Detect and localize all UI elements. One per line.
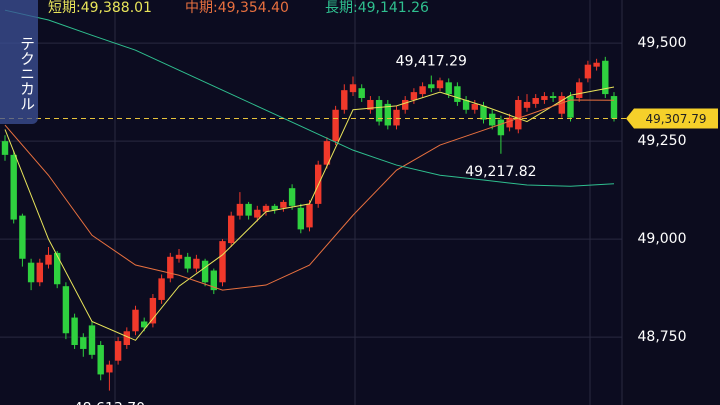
last-price-box xyxy=(626,108,718,129)
candle-body xyxy=(602,60,609,95)
candle-body xyxy=(71,317,78,346)
candle-body xyxy=(80,337,87,349)
y-tick-label: 49,000 xyxy=(638,231,687,247)
candle-body xyxy=(480,105,487,120)
candle-body xyxy=(506,117,513,128)
candle-body xyxy=(402,99,409,110)
candle-body xyxy=(106,364,113,373)
candle-body xyxy=(541,96,548,100)
candle-body xyxy=(306,203,313,228)
candle-body xyxy=(489,113,496,126)
candle-body xyxy=(358,88,365,99)
annotation: 49,417.29 xyxy=(396,54,467,70)
candle-body xyxy=(271,205,278,210)
candle-body xyxy=(384,103,391,126)
legend-entry: 短期:49,388.01 xyxy=(48,0,152,16)
candle-body xyxy=(149,297,157,324)
candle-body xyxy=(593,62,600,67)
candle-body xyxy=(141,321,148,328)
candle-body xyxy=(323,141,331,165)
candle-body xyxy=(410,92,418,100)
candle-body xyxy=(27,262,35,283)
candle-body xyxy=(97,345,104,375)
candle-body xyxy=(193,258,200,269)
candle-body xyxy=(497,119,505,136)
ma-line xyxy=(4,99,615,291)
candle-body xyxy=(19,215,26,259)
candle-body xyxy=(349,84,357,93)
candle-body xyxy=(523,101,531,108)
candle-body xyxy=(45,254,52,265)
candle-body xyxy=(280,201,287,208)
candle-body xyxy=(436,80,444,89)
candle-body xyxy=(228,215,235,244)
candle-body xyxy=(367,99,374,110)
candle-body xyxy=(584,64,592,79)
y-tick-label: 48,750 xyxy=(638,329,687,345)
candle-body xyxy=(245,203,252,216)
candle-body xyxy=(462,99,470,110)
candle-body xyxy=(288,188,296,206)
legend-entry: 中期:49,354.40 xyxy=(185,0,289,16)
candle-body xyxy=(262,205,270,212)
candle-body xyxy=(341,90,348,110)
candle-body xyxy=(558,96,565,114)
candle-body xyxy=(567,96,574,118)
candle-body xyxy=(36,262,43,283)
ma-line xyxy=(4,86,615,341)
candle-body xyxy=(610,96,618,119)
annotation: 48,613.70 xyxy=(74,401,145,405)
candle-body xyxy=(576,82,583,99)
candle-body xyxy=(201,260,209,283)
candle-body xyxy=(445,82,452,95)
candle-body xyxy=(549,96,557,99)
candle-body xyxy=(132,309,139,332)
candle-body xyxy=(219,241,226,283)
candle-body xyxy=(175,254,183,259)
annotation: 49,217.82 xyxy=(465,164,536,180)
y-tick-label: 49,250 xyxy=(638,133,687,149)
candle-body xyxy=(10,154,17,220)
candle-body xyxy=(428,84,435,89)
candle-body xyxy=(62,286,70,334)
candle-body xyxy=(297,207,304,230)
candle-body xyxy=(332,109,339,142)
candle-body xyxy=(158,278,165,300)
y-tick-label: 49,500 xyxy=(638,35,687,51)
candle-body xyxy=(114,341,122,361)
ma-line xyxy=(4,9,615,187)
candle-body xyxy=(454,86,461,102)
candle-body xyxy=(419,86,426,95)
candle-body xyxy=(375,99,383,122)
candle-body xyxy=(254,209,261,218)
candle-body xyxy=(184,256,191,269)
candle-body xyxy=(167,256,174,279)
candle-body xyxy=(54,252,61,285)
candle-body xyxy=(123,331,130,346)
technical-tab[interactable]: テクニカル xyxy=(0,0,38,124)
candle-body xyxy=(471,103,478,110)
last-price-label: 49,307.79 xyxy=(645,112,706,126)
candle-body xyxy=(236,203,244,216)
candle-body xyxy=(532,98,539,104)
candle-body xyxy=(515,99,522,130)
candle-body xyxy=(210,270,217,291)
candle-body xyxy=(88,325,96,355)
legend-entry: 長期:49,141.26 xyxy=(325,0,429,16)
candle-body xyxy=(393,109,400,126)
candle-body xyxy=(1,141,9,155)
